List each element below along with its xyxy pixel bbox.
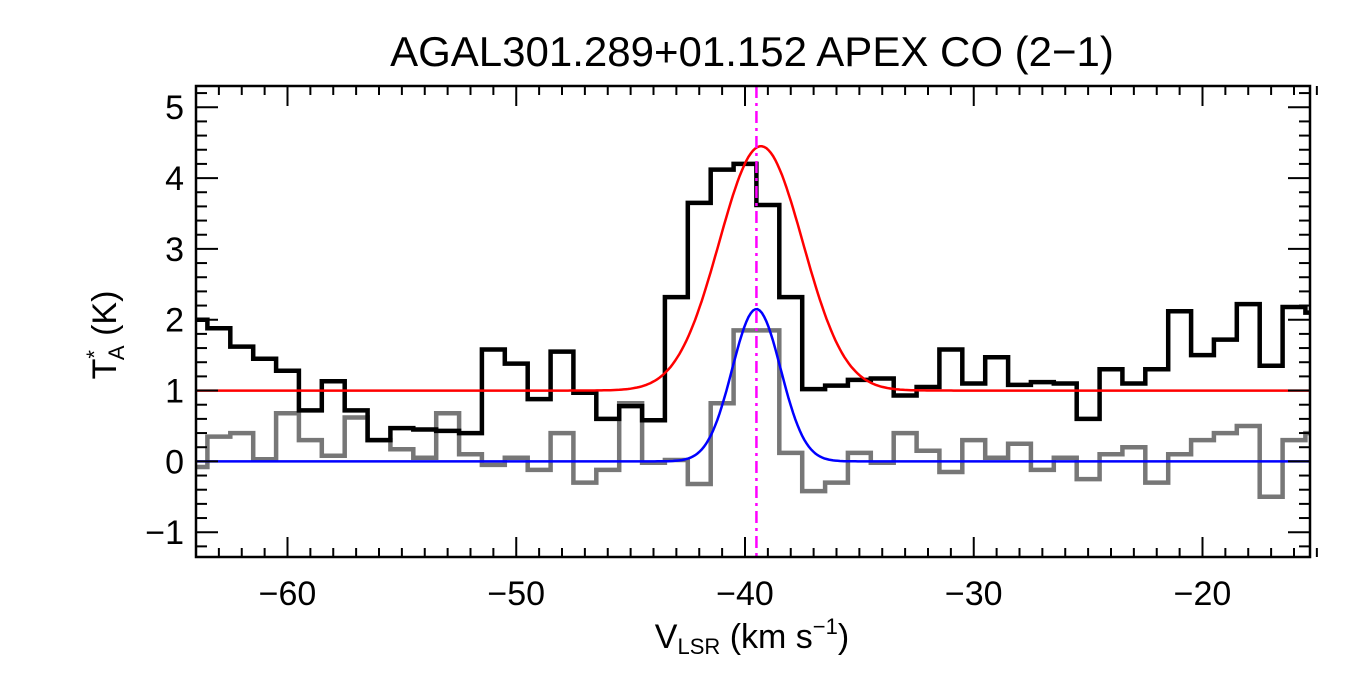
x-tick-labels: −60 −50 −40 −30 −20 [259,575,1232,613]
y-tick-label: 0 [165,443,184,481]
x-axis-label-main: V [655,618,678,656]
x-tick-label: −40 [716,575,774,613]
series-histogram-0 [196,161,1310,443]
y-tick-labels: −1 0 1 2 3 4 5 [145,89,184,552]
y-tick-label: 3 [165,231,184,269]
y-axis-label: T*A (K) [82,291,129,380]
y-tick-label: 5 [165,89,184,127]
y-axis-label-main: T [86,359,124,380]
y-axis-label-sub: A [104,345,129,360]
plot-frame [194,84,1312,559]
x-tick-label: −50 [487,575,545,613]
x-tick-label: −20 [1174,575,1232,613]
y-tick-label: 4 [165,160,184,198]
y-tick-label: 2 [165,302,184,340]
plot-area [196,86,1310,557]
x-axis-label: VLSR (km s−1) [655,614,849,659]
x-tick-label: −60 [259,575,317,613]
x-axis-label-sub: LSR [677,634,720,659]
y-axis-label-unit: (K) [86,291,124,346]
x-axis-label-end: ) [838,618,849,656]
series-fit-curve-3 [196,307,1310,463]
y-tick-label: 1 [165,373,184,411]
x-tick-label: −30 [945,575,1003,613]
x-axis-label-sup: −1 [813,614,838,639]
series-fit-curve-2 [196,145,1310,392]
axis-ticks [195,86,1318,557]
x-axis-label-unit: (km s [720,618,813,656]
y-tick-label: −1 [145,514,184,552]
chart-title: AGAL301.289+01.152 APEX CO (2−1) [390,28,1114,75]
y-axis-label-sup: * [82,350,107,359]
